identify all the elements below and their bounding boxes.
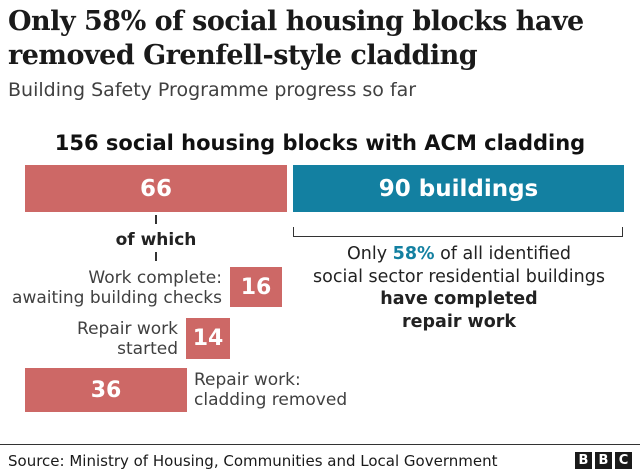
sub-bar-repair-started-value: 14: [192, 326, 224, 351]
sub-bar-work-complete: 16: [230, 267, 282, 307]
page-subtitle: Building Safety Programme progress so fa…: [8, 79, 417, 101]
of-which-label: of which: [115, 230, 197, 250]
bbc-logo: B B C: [575, 452, 632, 469]
main-bar-complete: 90 buildings: [293, 165, 624, 212]
annotation-line-2: social sector residential buildings: [313, 266, 605, 287]
sub-bar-work-complete-value: 16: [240, 274, 272, 300]
bracket: [293, 227, 623, 237]
annotation-line-4: repair work: [401, 311, 516, 332]
footer-divider: [0, 444, 640, 445]
page-title: Only 58% of social housing blocks have r…: [8, 5, 628, 73]
connector-tick-bottom: [155, 252, 157, 261]
annotation-highlight-58pct: 58%: [392, 244, 435, 264]
bbc-logo-block-1: B: [575, 452, 592, 469]
bbc-logo-block-2: B: [595, 452, 612, 469]
page-title-line-2: removed Grenfell-style cladding: [8, 40, 478, 71]
sub-bar-cladding-removed: 36: [25, 368, 187, 412]
main-bar-not-complete-value: 66: [139, 175, 172, 202]
sub-bar-label-work-complete: Work complete: awaiting building checks: [12, 268, 222, 308]
annotation-block: Only 58% of all identified social sector…: [289, 243, 629, 333]
annotation-line-3: have completed: [380, 289, 538, 309]
annotation-line-1: Only 58% of all identified: [346, 244, 571, 264]
sub-bar-label-repair-started: Repair work started: [77, 319, 178, 359]
main-bar-not-complete: 66: [25, 165, 287, 212]
sub-bar-repair-started: 14: [186, 318, 230, 359]
source-credit: Source: Ministry of Housing, Communities…: [8, 452, 498, 470]
page-title-line-1: Only 58% of social housing blocks have: [8, 6, 584, 37]
bbc-logo-block-3: C: [615, 452, 632, 469]
sub-bar-label-cladding-removed: Repair work: cladding removed: [194, 370, 348, 410]
chart-title: 156 social housing blocks with ACM cladd…: [54, 131, 586, 155]
sub-bar-cladding-removed-value: 36: [90, 377, 122, 403]
connector-tick-top: [155, 215, 157, 224]
main-bar-complete-value: 90 buildings: [378, 175, 539, 202]
